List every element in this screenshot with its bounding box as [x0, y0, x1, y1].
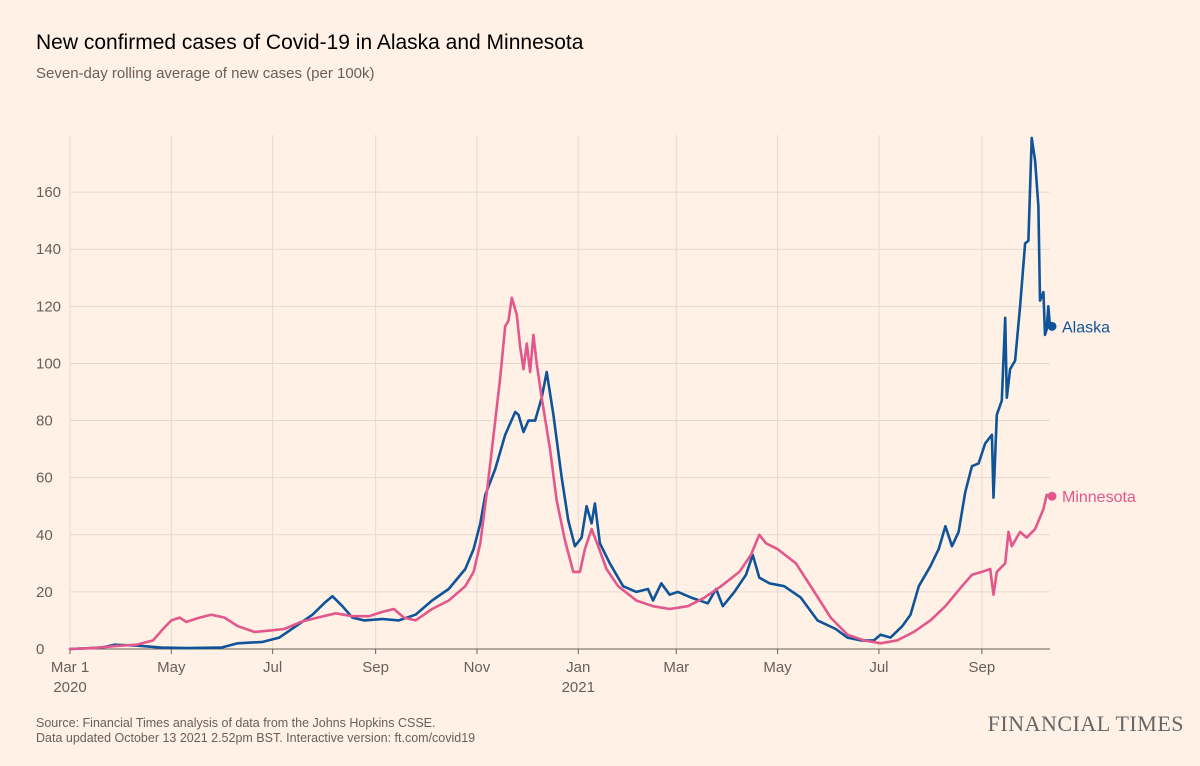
- y-tick-label: 80: [36, 413, 53, 430]
- x-tick-label: Jul: [263, 659, 282, 676]
- x-tick-label: Mar: [663, 659, 689, 676]
- x-tick-label: Jan: [566, 659, 590, 676]
- chart-subtitle: Seven-day rolling average of new cases (…: [36, 65, 375, 82]
- series-end-dot-alaska: [1047, 321, 1057, 331]
- data-updated-note: Data updated October 13 2021 2.52pm BST.…: [36, 731, 475, 745]
- x-tick-label: Sep: [969, 659, 996, 676]
- x-tick-label: Mar 1: [51, 659, 89, 676]
- y-tick-label: 100: [36, 355, 61, 372]
- series-end-dot-minnesota: [1047, 491, 1057, 501]
- x-tick-label: Jul: [869, 659, 888, 676]
- x-tick-label: Sep: [362, 659, 389, 676]
- grid: [69, 135, 1050, 649]
- y-tick-label: 40: [36, 527, 53, 544]
- x-tick-label: May: [157, 659, 186, 676]
- plot-area: Alaska Minnesota: [68, 136, 1136, 651]
- series-label-minnesota: Minnesota: [1062, 489, 1136, 506]
- chart-title: New confirmed cases of Covid-19 in Alask…: [36, 31, 584, 54]
- x-tick-year-label: 2020: [53, 679, 86, 696]
- y-tick-label: 120: [36, 298, 61, 315]
- source-note: Source: Financial Times analysis of data…: [36, 716, 436, 730]
- x-tick-label: Nov: [464, 659, 491, 676]
- ft-logo: FINANCIAL TIMES: [988, 711, 1184, 736]
- series-label-alaska: Alaska: [1062, 319, 1110, 336]
- y-tick-label: 160: [36, 184, 61, 201]
- y-tick-label: 0: [36, 641, 44, 658]
- series-line-alaska: [68, 136, 1052, 651]
- y-tick-label: 140: [36, 241, 61, 258]
- y-tick-label: 20: [36, 584, 53, 601]
- axes: 0 20 40 60 80 100 120 140 160 Mar 1 2020 May Jul Sep N…: [36, 184, 1050, 696]
- y-tick-label: 60: [36, 470, 53, 487]
- series-line-minnesota: [68, 296, 1052, 651]
- x-tick-label: May: [763, 659, 792, 676]
- x-tick-year-label: 2021: [562, 679, 595, 696]
